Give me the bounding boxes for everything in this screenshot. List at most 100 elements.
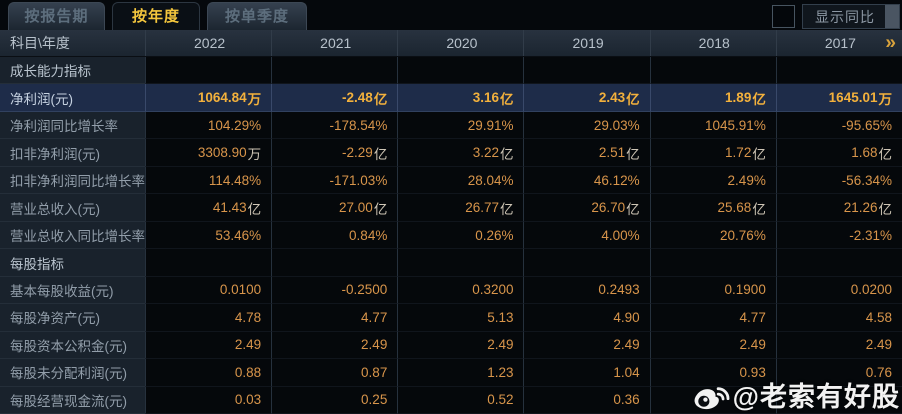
value-unit: 亿 <box>752 201 766 217</box>
yoy-tail-decor <box>885 5 899 28</box>
value-cell: 0.1900 <box>649 276 776 305</box>
table-row[interactable]: 扣非净利润同比增长率 114.48% -171.03% 28.04% 46.12% 2.4… <box>0 166 902 195</box>
value-cell: -178.54% <box>271 111 398 140</box>
section-row: 成长能力指标 <box>0 57 902 85</box>
value-cell: 4.78 <box>145 304 272 332</box>
value-cell: 0.25 <box>271 386 398 414</box>
value-cell: 25.68 亿 <box>649 194 776 222</box>
table-row[interactable]: 每股资本公积金(元) 2.49 2.49 2.49 2.49 2.49 2.49 <box>0 331 902 360</box>
value-cell: 0.0100 <box>145 276 272 305</box>
row-label: 每股未分配利润(元) <box>0 359 145 387</box>
value-cell: -2.31% <box>775 221 902 250</box>
financial-table: 科目\年度 2022 2021 2020 2019 2018 2017 » 成长能… <box>0 30 902 414</box>
value-cell: 2.43 亿 <box>523 84 650 112</box>
row-label: 扣非净利润(元) <box>0 139 145 167</box>
value-cell: 1064.84 万 <box>145 84 272 112</box>
value-cell: 0.26% <box>397 221 524 250</box>
value-cell: 1.04 <box>523 359 650 387</box>
row-label: 基本每股收益(元) <box>0 276 145 305</box>
value-cell <box>775 57 902 85</box>
value-cell: 0.36 <box>523 386 650 414</box>
table-header-row: 科目\年度 2022 2021 2020 2019 2018 2017 » <box>0 30 902 57</box>
value-unit: 亿 <box>247 201 262 217</box>
value-cell: 5.13 <box>397 304 524 332</box>
value-cell: 0.52 <box>397 386 524 414</box>
table-row[interactable]: 营业总收入(元) 41.43 亿 27.00 亿 26.77 亿 26.70 亿 25.68 亿 21… <box>0 194 902 222</box>
year-header-2022: 2022 <box>145 30 271 56</box>
more-years-chevron-icon[interactable]: » <box>885 32 896 54</box>
show-yoy-checkbox[interactable] <box>772 5 795 28</box>
value-cell <box>649 249 776 277</box>
table-row[interactable]: 净利润(元) 1064.84 万 -2.48 亿 3.16 亿 2.43 亿 1.89 亿 1645.… <box>0 84 902 112</box>
value-cell: 114.48% <box>145 166 272 195</box>
table-row[interactable]: 每股未分配利润(元) 0.88 0.87 1.23 1.04 0.93 0.76 <box>0 359 902 387</box>
table-row[interactable]: 每股经营现金流(元) 0.03 0.25 0.52 0.36 <box>0 386 902 414</box>
value-cell <box>397 57 524 85</box>
value-unit: 亿 <box>626 201 640 217</box>
value-cell: 20.76% <box>649 221 776 250</box>
row-label: 净利润(元) <box>0 84 145 112</box>
section-row: 每股指标 <box>0 249 902 277</box>
year-header-2020: 2020 <box>397 30 523 56</box>
value-cell: 104.29% <box>145 111 272 140</box>
value-cell: -171.03% <box>271 166 398 195</box>
value-cell: 1.89 亿 <box>649 84 776 112</box>
row-label: 营业总收入(元) <box>0 194 145 222</box>
value-cell: 0.76 <box>775 359 902 387</box>
value-cell <box>145 57 272 85</box>
row-label: 扣非净利润同比增长率 <box>0 166 145 195</box>
value-cell <box>523 249 650 277</box>
value-cell: 2.49 <box>775 331 902 360</box>
table-row[interactable]: 扣非净利润(元) 3308.90 万 -2.29 亿 3.22 亿 2.51 亿 1.72 亿 1.6… <box>0 139 902 167</box>
show-yoy-control: 显示同比 <box>772 4 900 29</box>
value-cell: 4.77 <box>271 304 398 332</box>
year-header-2018: 2018 <box>649 30 776 56</box>
value-cell: 3308.90 万 <box>145 139 272 167</box>
corner-header: 科目\年度 <box>10 35 70 51</box>
value-cell: 1.23 <box>397 359 524 387</box>
value-unit: 万 <box>247 91 262 107</box>
value-cell: 28.04% <box>397 166 524 195</box>
table-row[interactable]: 每股净资产(元) 4.78 4.77 5.13 4.90 4.77 4.58 <box>0 304 902 332</box>
value-unit: 亿 <box>752 91 766 107</box>
value-cell: 2.49 <box>649 331 776 360</box>
row-label: 净利润同比增长率 <box>0 111 145 140</box>
show-yoy-button[interactable]: 显示同比 <box>802 4 900 29</box>
value-unit: 万 <box>247 146 262 162</box>
value-cell <box>397 249 524 277</box>
value-cell <box>523 57 650 85</box>
value-cell: 0.0200 <box>775 276 902 305</box>
value-cell: 0.2493 <box>523 276 650 305</box>
value-cell: 1.72 亿 <box>649 139 776 167</box>
value-cell: 4.77 <box>649 304 776 332</box>
value-cell: 2.49% <box>649 166 776 195</box>
value-cell: 4.58 <box>775 304 902 332</box>
value-unit: 万 <box>878 91 892 107</box>
tab-by-report-period[interactable]: 按报告期 <box>8 2 105 30</box>
value-cell: 2.51 亿 <box>523 139 650 167</box>
value-cell: 2.49 <box>397 331 524 360</box>
value-cell: 0.3200 <box>397 276 524 305</box>
value-cell: 1645.01 万 <box>775 84 902 112</box>
table-body: 成长能力指标 净利润(元) 1064.84 万 -2.48 亿 3.16 亿 2.43 亿 1.89… <box>0 57 902 414</box>
value-cell <box>271 249 398 277</box>
value-unit: 亿 <box>373 146 388 162</box>
table-row[interactable]: 基本每股收益(元) 0.0100 -0.2500 0.3200 0.2493 0.1900… <box>0 276 902 305</box>
table-row[interactable]: 营业总收入同比增长率 53.46% 0.84% 0.26% 4.00% 20.76% -2.… <box>0 221 902 250</box>
value-cell <box>145 249 272 277</box>
tab-by-year[interactable]: 按年度 <box>112 2 200 30</box>
table-row[interactable]: 净利润同比增长率 104.29% -178.54% 29.91% 29.03% 1045.… <box>0 111 902 140</box>
value-cell: 1.68 亿 <box>775 139 902 167</box>
row-label: 每股净资产(元) <box>0 304 145 332</box>
value-cell: 3.22 亿 <box>397 139 524 167</box>
tab-by-single-quarter[interactable]: 按单季度 <box>207 2 307 30</box>
value-cell: 26.77 亿 <box>397 194 524 222</box>
value-unit: 亿 <box>373 91 388 107</box>
period-tabbar: 按报告期 按年度 按单季度 显示同比 <box>0 0 902 30</box>
row-label: 营业总收入同比增长率 <box>0 221 145 250</box>
value-cell: -95.65% <box>775 111 902 140</box>
value-cell: 26.70 亿 <box>523 194 650 222</box>
value-cell: 4.90 <box>523 304 650 332</box>
value-cell: 46.12% <box>523 166 650 195</box>
